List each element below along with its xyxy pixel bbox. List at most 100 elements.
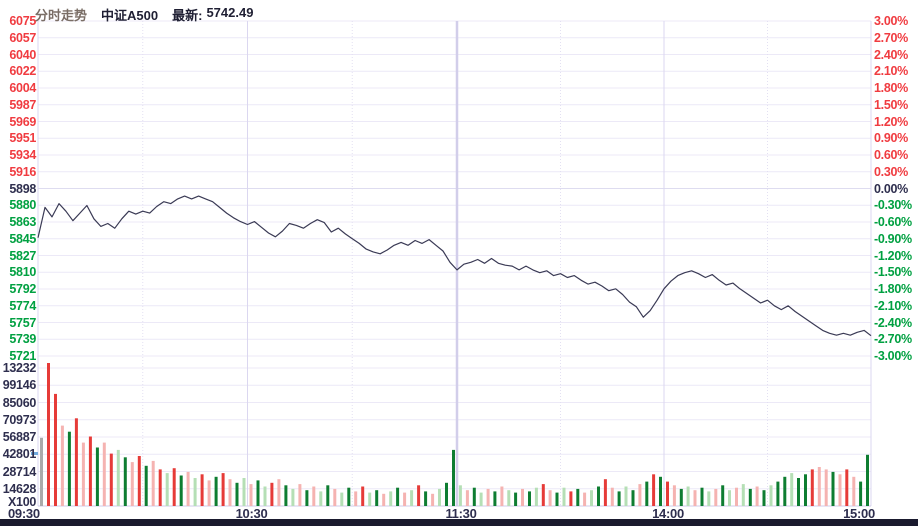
price-tick-label: 5757 — [9, 315, 36, 330]
percent-tick-label: -1.80% — [874, 282, 912, 296]
percent-tick-label: -0.30% — [874, 198, 912, 213]
volume-bar — [686, 486, 690, 506]
percent-tick-label: 0.30% — [874, 164, 908, 179]
latest-label: 最新: — [172, 8, 203, 23]
percent-tick-label: -2.40% — [874, 315, 912, 330]
time-tick-label: 11:30 — [445, 506, 477, 521]
volume-bar — [562, 487, 566, 506]
percent-tick-label: 2.40% — [874, 47, 908, 62]
percent-tick-label: -0.60% — [874, 215, 912, 229]
axis-marker-tick — [31, 452, 38, 455]
price-tick-label: 5987 — [9, 97, 36, 112]
volume-bar — [583, 492, 587, 506]
volume-bar — [741, 484, 745, 506]
volume-bar — [375, 490, 379, 506]
volume-bar — [721, 485, 725, 506]
price-tick-label: 6075 — [9, 14, 36, 28]
price-tick-label: 5721 — [9, 349, 36, 363]
volume-bar — [361, 486, 365, 506]
price-line — [37, 195, 872, 337]
volume-bar — [631, 490, 635, 506]
price-tick-label: 5934 — [9, 148, 36, 162]
volume-bar — [693, 490, 697, 506]
volume-bar — [123, 457, 127, 506]
volume-bar — [263, 486, 267, 506]
time-tick-label: 10:30 — [235, 506, 268, 521]
volume-bar — [569, 491, 573, 506]
volume-bar — [116, 449, 120, 506]
volume-bar — [424, 491, 428, 506]
volume-bar — [368, 492, 372, 506]
volume-bar — [617, 491, 621, 506]
volume-bar — [610, 487, 614, 506]
percent-tick-label: 1.20% — [874, 114, 908, 129]
volume-bar — [186, 471, 190, 506]
volume-bar — [541, 484, 545, 506]
time-tick-label: 14:00 — [652, 506, 684, 521]
volume-bar — [838, 474, 842, 506]
volume-bar — [465, 490, 469, 506]
symbol-name: 中证A500 — [101, 8, 159, 23]
volume-tick-label: 42801 — [2, 447, 37, 462]
volume-bar — [214, 476, 218, 506]
volume-bar — [548, 490, 552, 506]
price-tick-label: 5827 — [9, 248, 36, 263]
volume-bar — [534, 487, 538, 506]
volume-bar — [228, 479, 232, 506]
volume-bar — [193, 478, 197, 506]
volume-bar — [500, 486, 504, 506]
price-tick-label: 5739 — [9, 332, 36, 347]
volume-bar — [555, 492, 559, 506]
price-tick-label: 6040 — [9, 47, 36, 62]
volume-bar — [438, 488, 441, 506]
percent-tick-label: 0.00% — [874, 181, 908, 196]
percent-tick-label: 1.50% — [874, 97, 908, 112]
price-tick-label: 6004 — [9, 81, 36, 95]
volume-bar — [528, 491, 531, 506]
volume-bar — [312, 486, 316, 506]
volume-bar — [109, 453, 113, 506]
volume-bar — [479, 492, 483, 506]
volume-bar — [221, 473, 225, 506]
volume-bar — [284, 485, 288, 506]
volume-bar — [235, 482, 239, 506]
volume-bar — [824, 469, 828, 506]
percent-tick-label: -1.20% — [874, 248, 912, 263]
percent-tick-label: -2.70% — [874, 332, 912, 347]
volume-bar — [728, 490, 731, 506]
volume-bar — [624, 486, 628, 506]
percent-tick-label: 3.00% — [874, 14, 908, 28]
volume-bar — [47, 363, 50, 506]
percent-tick-label: -1.50% — [874, 265, 912, 280]
volume-tick-label: 28714 — [2, 464, 37, 479]
volume-bar — [54, 393, 57, 506]
percent-tick-label: 1.80% — [874, 81, 908, 95]
volume-bar — [769, 485, 773, 506]
volume-bar — [333, 488, 337, 506]
volume-bar — [852, 476, 856, 506]
price-tick-label: 5880 — [9, 198, 36, 213]
volume-bar — [270, 482, 274, 506]
volume-bar — [389, 491, 393, 506]
volume-bar — [645, 481, 649, 506]
volume-bar — [735, 487, 738, 506]
volume-bar — [347, 487, 351, 506]
volume-bar — [144, 465, 148, 506]
volume-unit-label: X100 — [8, 495, 36, 509]
volume-bar — [859, 481, 863, 506]
volume-bar — [493, 491, 497, 506]
volume-tick-label: 70973 — [2, 412, 37, 427]
volume-bar — [417, 485, 421, 506]
volume-bar — [130, 462, 134, 506]
volume-bar — [200, 474, 204, 506]
volume-bar — [486, 488, 490, 506]
volume-bar — [638, 484, 642, 506]
volume-bar — [597, 486, 600, 506]
price-tick-label: 6057 — [9, 30, 36, 45]
latest-value: 5742.49 — [206, 5, 254, 20]
volume-tick-label: 13232 — [2, 361, 37, 375]
volume-bar — [790, 473, 794, 506]
volume-bar — [452, 449, 455, 506]
volume-bar — [672, 485, 676, 506]
